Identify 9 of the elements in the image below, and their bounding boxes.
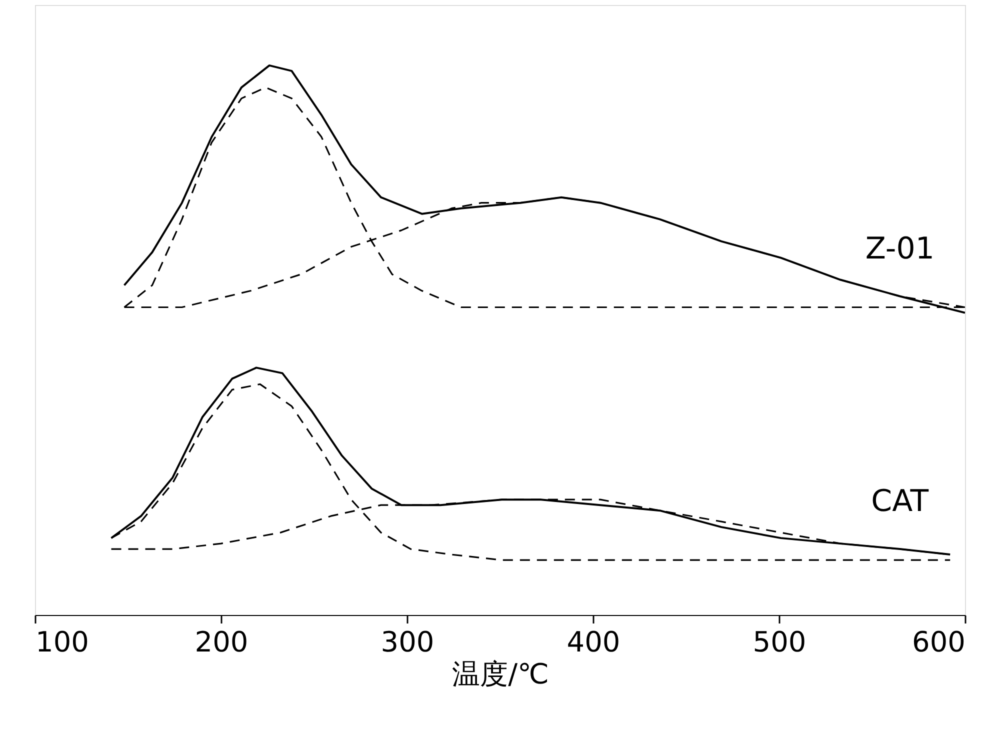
x-tick-label: 200 (194, 626, 248, 658)
x-tick-label: 500 (752, 626, 806, 658)
x-tick-label: 300 (380, 626, 434, 658)
x-tick-label: 400 (566, 626, 620, 658)
series-label: Z-01 (865, 231, 934, 266)
x-tick-label: 600 (912, 626, 966, 658)
x-axis-title: 温度/℃ (452, 658, 549, 690)
x-tick-label: 100 (36, 626, 89, 658)
series-label: CAT (871, 484, 930, 520)
